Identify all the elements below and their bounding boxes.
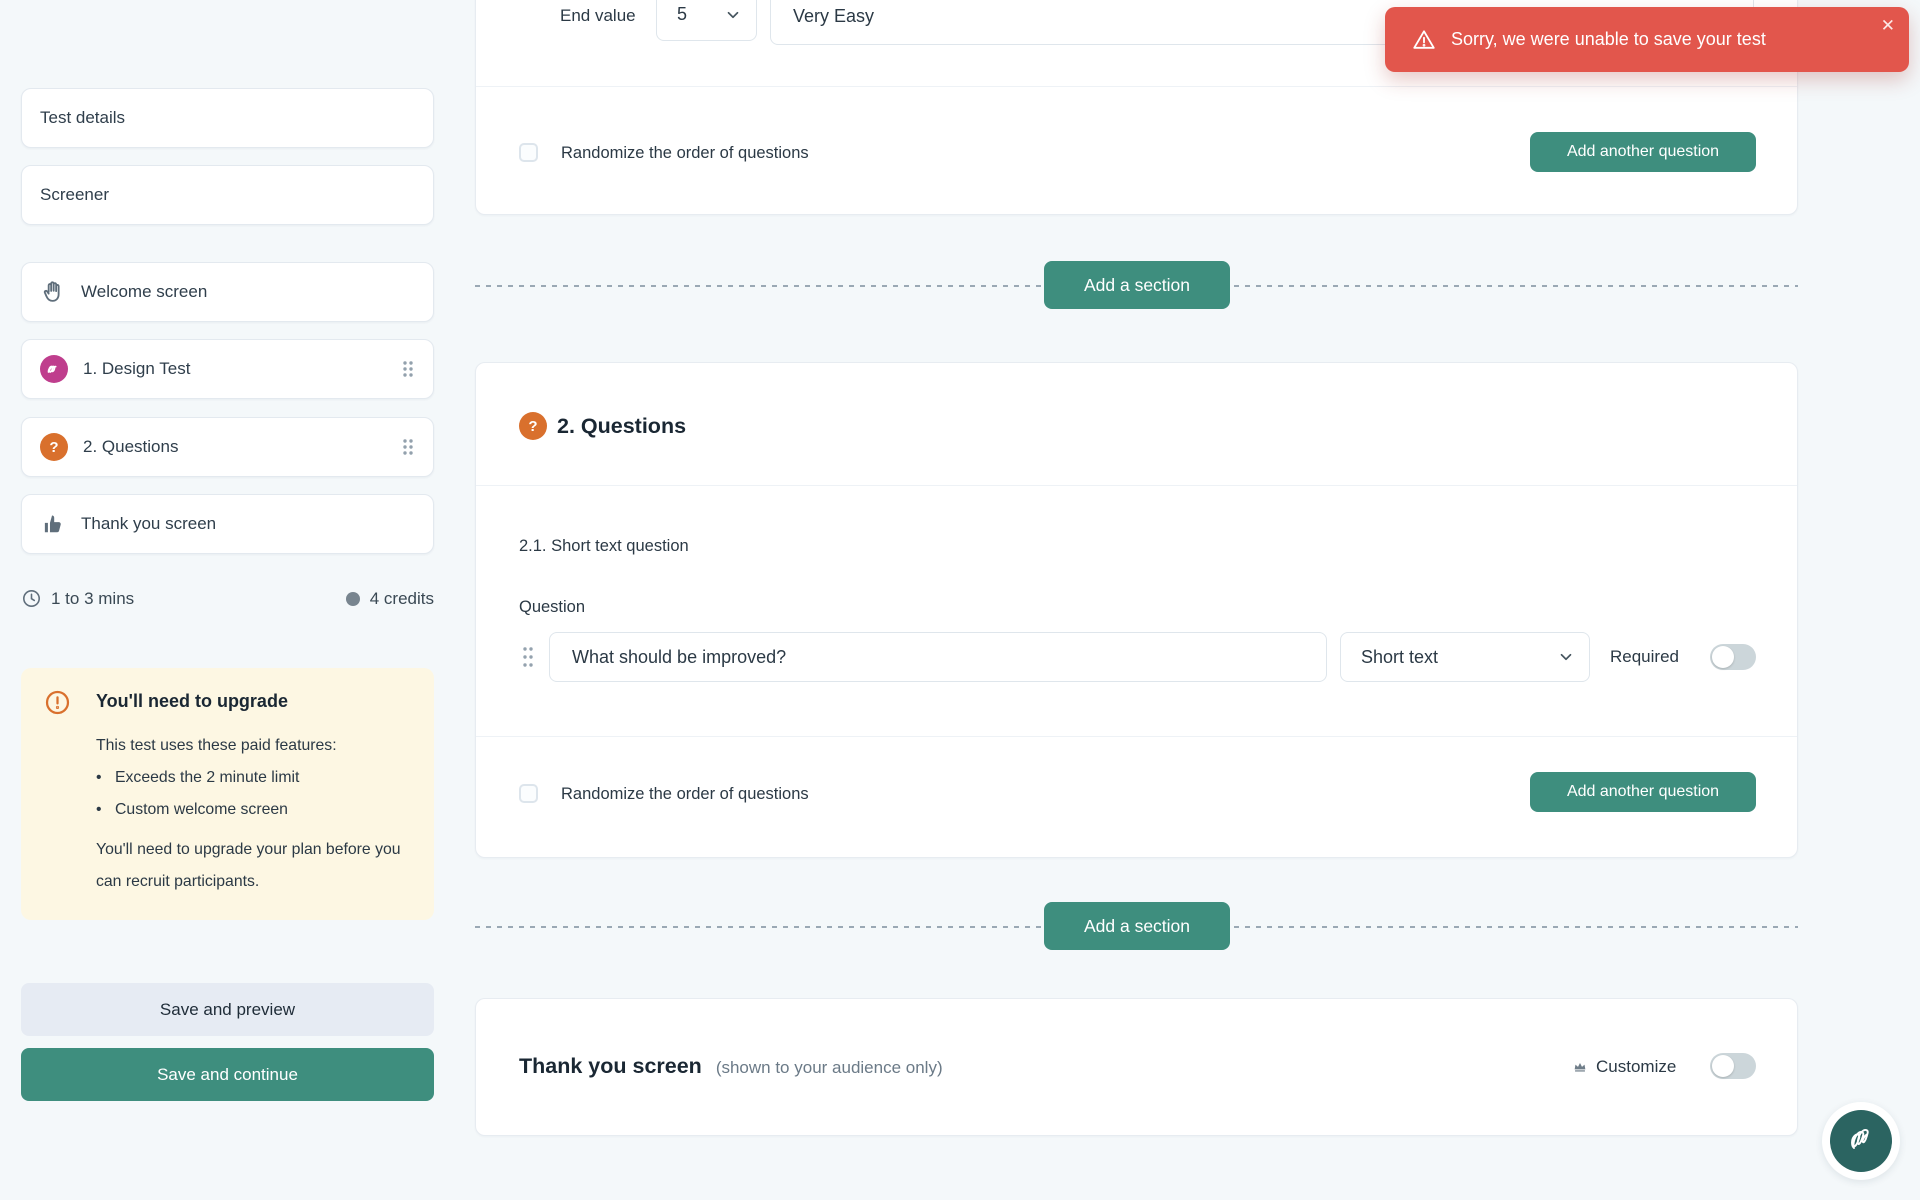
close-icon[interactable]: ✕ [1880,16,1895,35]
add-another-question-button[interactable]: Add another question [1530,772,1756,812]
warning-triangle-icon [1413,29,1435,49]
upgrade-intro: This test uses these paid features: [96,737,337,754]
sidebar-item-thank-you-screen[interactable]: Thank you screen [21,494,434,554]
question-type-selected: Short text [1361,646,1439,667]
credits-dot-icon [345,591,360,606]
question-text-input[interactable] [550,646,1326,668]
add-another-question-button[interactable]: Add another question [1530,132,1756,172]
randomize-checkbox[interactable] [519,784,538,803]
question-mark-glyph: ? [528,417,538,435]
drag-handle-icon[interactable] [521,644,535,670]
customize-label: Customize [1596,1057,1677,1076]
question-mark-icon: ? [519,412,547,440]
sidebar-item-label: 2. Questions [83,437,179,456]
toast-message: Sorry, we were unable to save your test [1451,29,1766,49]
upgrade-title: You'll need to upgrade [96,691,288,711]
error-toast: Sorry, we were unable to save your test … [1385,7,1909,72]
sidebar-item-welcome-screen[interactable]: Welcome screen [21,262,434,322]
add-section-button[interactable]: Add a section [1044,261,1230,309]
add-section-button[interactable]: Add a section [1044,902,1230,950]
upgrade-notice: You'll need to upgrade This test uses th… [21,668,434,920]
question-text-field[interactable] [549,632,1327,682]
upgrade-bullet-text: Custom welcome screen [115,801,288,818]
thank-you-subtitle: (shown to your audience only) [715,1058,943,1077]
toggle-knob [1712,646,1734,668]
sidebar-item-label: Welcome screen [81,282,208,301]
sidebar-item-questions[interactable]: ? 2. Questions [21,417,434,477]
question-type-select[interactable]: Short text [1340,632,1590,682]
test-meta-row: 1 to 3 mins 4 credits [21,588,434,609]
end-value-selected: 5 [677,4,688,24]
drag-handle-icon[interactable] [401,437,415,457]
randomize-checkbox[interactable] [519,143,538,162]
chevron-down-icon [727,11,739,18]
sidebar-item-label: Test details [40,108,126,127]
save-and-continue-button[interactable]: Save and continue [21,1048,434,1101]
required-label: Required [1610,647,1679,666]
questions-section-title: 2. Questions [557,414,687,438]
sidebar-item-label: Screener [40,185,109,204]
question-subtitle: 2.1. Short text question [519,537,689,555]
question-mark-icon: ? [40,433,68,461]
chat-launcher-button[interactable] [1822,1102,1900,1180]
alert-circle-icon [45,690,70,715]
crown-icon [1574,1063,1586,1072]
design-test-icon [40,355,68,383]
credits-text: 4 credits [369,588,434,608]
randomize-label: Randomize the order of questions [561,785,809,803]
thumbs-up-icon [44,515,61,533]
sidebar-item-label: Thank you screen [81,514,217,533]
save-and-preview-button[interactable]: Save and preview [21,983,434,1036]
thank-you-title-text: Thank you screen [519,1054,702,1078]
chevron-down-icon [1560,653,1572,661]
bullet-glyph: • [96,801,102,818]
customize-toggle[interactable] [1710,1053,1756,1079]
thank-you-title: Thank you screen (shown to your audience… [519,1054,943,1079]
clock-icon [23,590,40,607]
sidebar-item-label: 1. Design Test [83,359,191,378]
upgrade-bullet: • Custom welcome screen [96,794,411,826]
bullet-glyph: • [96,769,102,786]
upgrade-bullet-text: Exceeds the 2 minute limit [115,769,300,786]
lyssna-logo-icon [1830,1110,1892,1172]
required-toggle[interactable] [1710,644,1756,670]
sidebar-item-screener[interactable]: Screener [21,165,434,225]
sidebar-item-design-test[interactable]: 1. Design Test [21,339,434,399]
question-field-label: Question [519,598,586,616]
toggle-knob [1712,1055,1734,1077]
drag-handle-icon[interactable] [401,359,415,379]
question-mark-glyph: ? [49,438,59,456]
hand-wave-icon [43,281,60,302]
randomize-label: Randomize the order of questions [561,144,809,162]
sidebar-item-test-details[interactable]: Test details [21,88,434,148]
upgrade-bullet: • Exceeds the 2 minute limit [96,762,411,794]
end-value-label: End value [560,6,636,25]
upgrade-outro: You'll need to upgrade your plan before … [96,841,401,890]
upgrade-bullet-list: • Exceeds the 2 minute limit • Custom we… [96,762,411,826]
upgrade-body: This test uses these paid features: • Ex… [96,730,411,898]
duration-text: 1 to 3 mins [51,588,135,608]
end-value-select[interactable]: 5 [656,0,757,41]
